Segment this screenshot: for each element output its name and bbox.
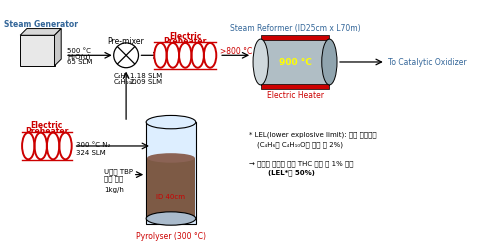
Text: 65 SLM: 65 SLM [67,59,93,65]
Text: U함유 TBP: U함유 TBP [104,168,133,174]
Text: C₄H₆: C₄H₆ [114,72,129,78]
Text: To Catalytic Oxidizer: To Catalytic Oxidizer [388,58,466,67]
Circle shape [114,44,138,68]
Bar [261,36,329,41]
Text: (LEL*의 50%): (LEL*의 50%) [268,169,315,176]
Text: Pyrolyser (300 °C): Pyrolyser (300 °C) [136,231,206,240]
Bar [261,40,329,86]
Text: C₄H₁₀O: C₄H₁₀O [114,79,137,85]
Text: (C₄H₆와 C₄H₁₀O의 경우 약 2%): (C₄H₆와 C₄H₁₀O의 경우 약 2%) [257,141,343,147]
Text: 300 °C N₂: 300 °C N₂ [76,142,110,148]
Polygon shape [20,36,54,66]
Text: 유기 페액: 유기 페액 [104,174,123,181]
Text: → 열분해 반응기 상부 THC 농도 약 1% 유지: → 열분해 반응기 상부 THC 농도 약 1% 유지 [249,160,354,166]
Text: 1.18 SLM: 1.18 SLM [130,72,162,78]
Text: * LEL(lower explosive limit): 폭발 한한농도: * LEL(lower explosive limit): 폭발 한한농도 [249,131,377,138]
Bar [147,158,195,219]
Text: 900 °C: 900 °C [279,58,311,67]
Text: Preheater: Preheater [163,37,207,46]
Ellipse shape [146,212,196,225]
Text: Electric Heater: Electric Heater [267,90,323,100]
Text: Steam Reformer (ID25cm x L70m): Steam Reformer (ID25cm x L70m) [230,24,361,33]
Ellipse shape [253,40,268,86]
Text: H₂O(g): H₂O(g) [67,53,90,60]
Text: 500 °C: 500 °C [67,48,91,54]
Text: 2.09 SLM: 2.09 SLM [130,79,162,85]
Text: >800 °C: >800 °C [220,47,253,56]
Text: Pre-mixer: Pre-mixer [108,36,145,45]
Text: Electric: Electric [169,32,201,40]
Ellipse shape [147,154,195,163]
Text: ID 40cm: ID 40cm [157,193,186,199]
Bar [22,133,72,160]
Bar [261,84,329,89]
Text: Preheater: Preheater [25,127,68,136]
Bar [154,44,216,68]
Text: 324 SLM: 324 SLM [76,149,105,155]
Bar [146,122,196,224]
Polygon shape [20,30,61,36]
Ellipse shape [146,116,196,129]
Text: 1kg/h: 1kg/h [104,186,124,192]
Polygon shape [54,30,61,66]
Text: Steam Generator: Steam Generator [4,20,78,29]
Text: Electric: Electric [31,121,63,130]
Ellipse shape [322,40,337,86]
